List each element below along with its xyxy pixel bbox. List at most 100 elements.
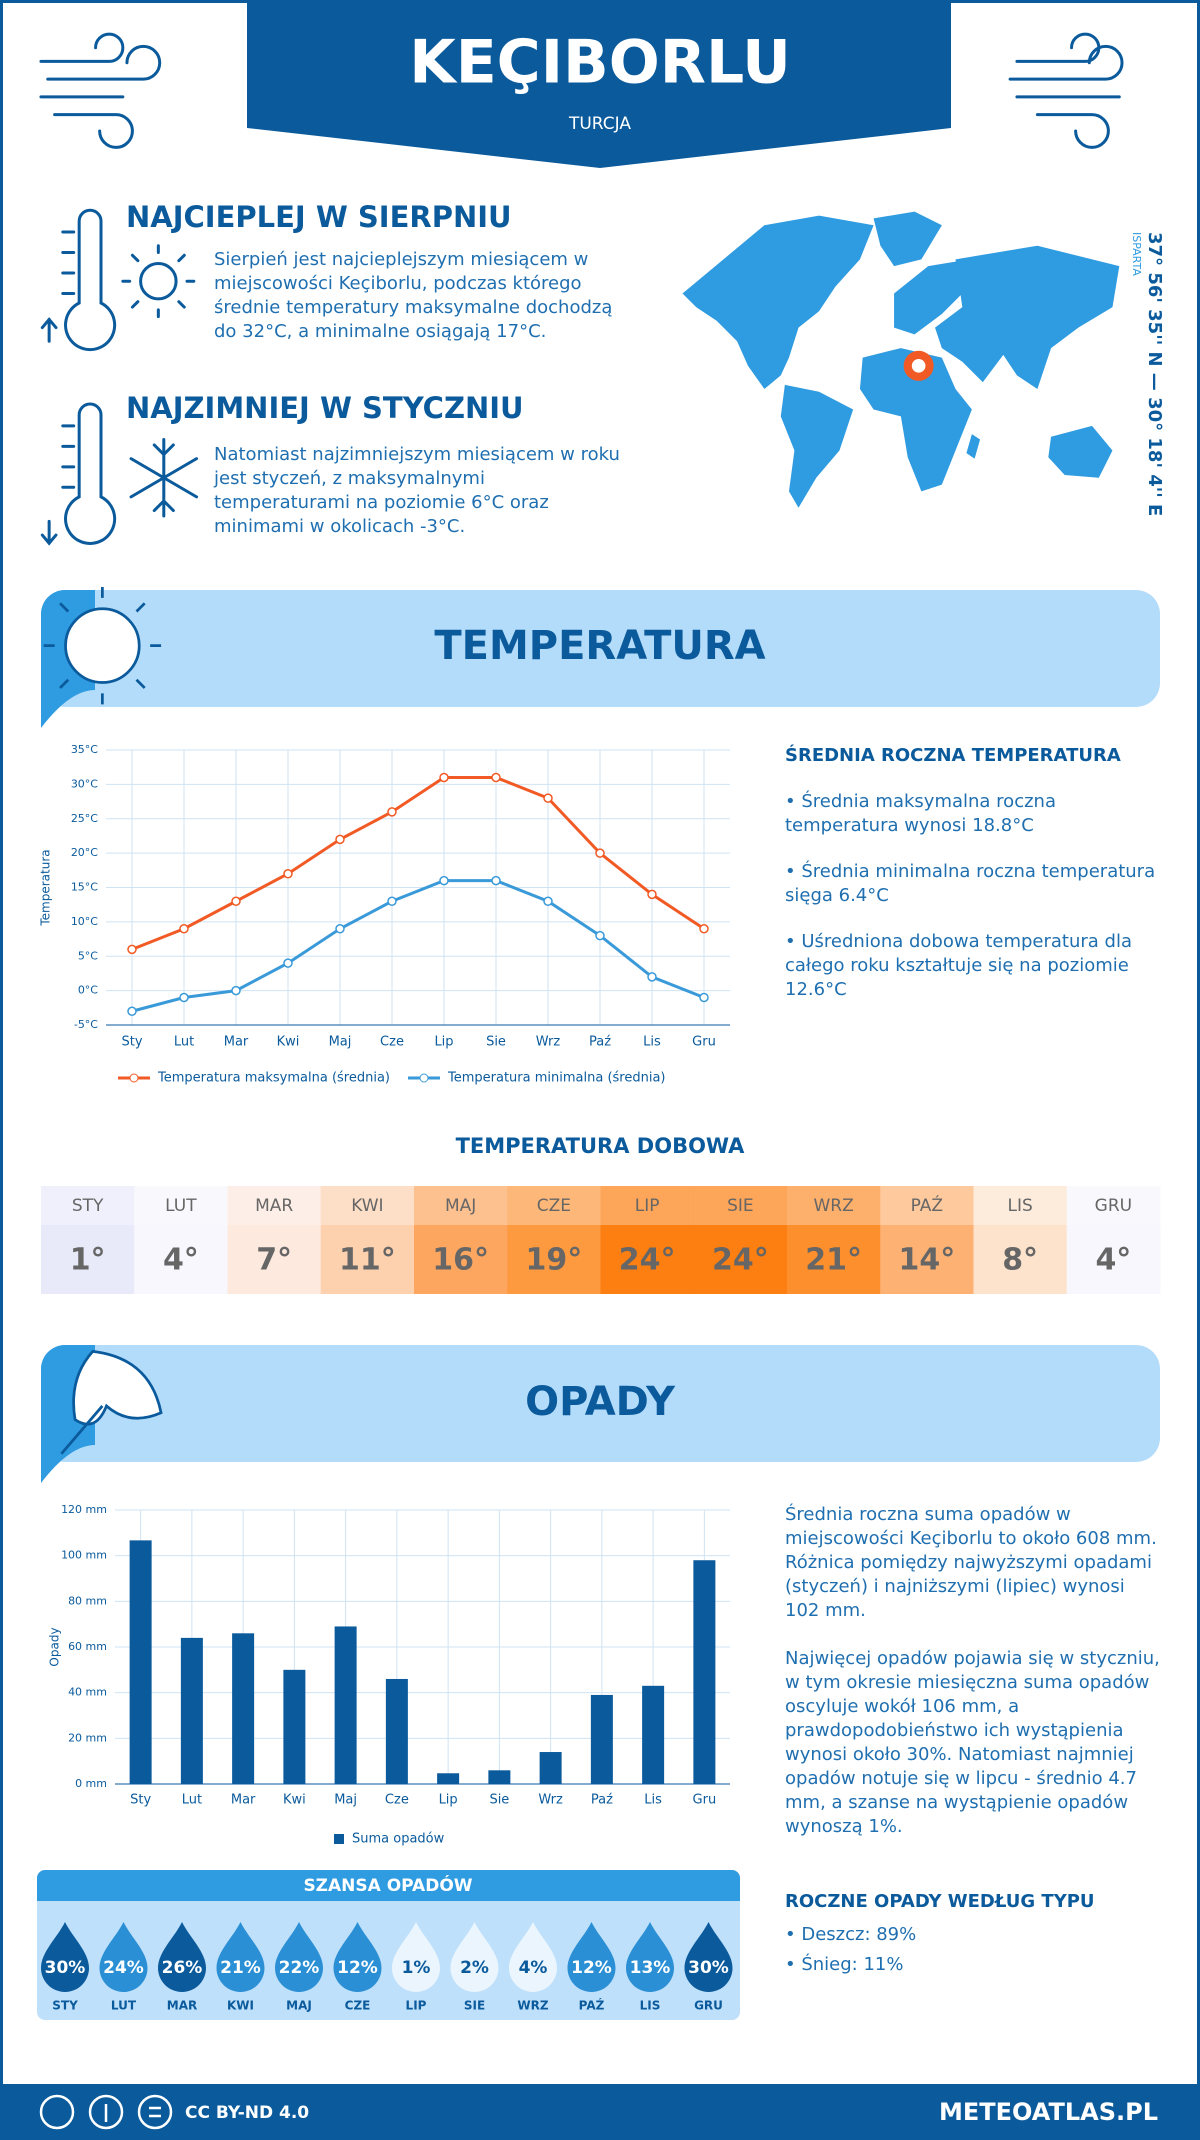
- legend-label: Temperatura maksymalna (średnia): [157, 1071, 390, 1086]
- x-tick-label: Mar: [231, 1793, 256, 1808]
- chance-drops: 30% STY 24% LUT 26% MAR 21% KWI 22% MAJ 12% CZE 1% LI…: [41, 1922, 733, 2013]
- line-point: [439, 772, 449, 783]
- coldest-text: Natomiast najzimniejszym miesiącem w rok…: [214, 444, 620, 537]
- x-tick-label: Mar: [224, 1035, 249, 1050]
- header-subtitle: TURCJA: [568, 114, 631, 134]
- x-tick-label: Lip: [439, 1793, 458, 1808]
- license-icons: [39, 2094, 173, 2130]
- drop-month: LIP: [406, 1999, 427, 2013]
- drop-label: 24%: [103, 1958, 144, 1978]
- bar: [334, 1626, 357, 1784]
- precip-paragraph: Średnia roczna suma opadów w miejscowośc…: [785, 1504, 1157, 1621]
- line-point: [231, 985, 241, 996]
- wind-icon: [1008, 32, 1124, 149]
- x-tick-label: Wrz: [538, 1793, 563, 1808]
- table-header-cell: [693, 1186, 788, 1225]
- table-month: LIS: [1007, 1196, 1032, 1216]
- x-tick-label: Gru: [692, 1035, 716, 1050]
- y-tick-label: 100 mm: [61, 1549, 107, 1562]
- chance-title: SZANSA OPADÓW: [303, 1874, 472, 1896]
- table-cell: [880, 1186, 974, 1294]
- table-month: STY: [72, 1196, 104, 1216]
- table-header-cell: [1066, 1186, 1161, 1225]
- section-title: OPADY: [525, 1379, 676, 1425]
- drop-label: 22%: [279, 1958, 320, 1978]
- line-point: [543, 896, 553, 906]
- x-tick-label: Sty: [130, 1793, 151, 1808]
- precip-paragraph: Najwięcej opadów pojawia się w styczniu,…: [785, 1648, 1160, 1837]
- line-point: [439, 875, 449, 886]
- drop-month: GRU: [694, 1999, 723, 2013]
- daily-title: TEMPERATURA DOBOWA: [456, 1134, 746, 1158]
- y-tick-label: 60 mm: [68, 1640, 107, 1653]
- region: ISPARTA: [1130, 232, 1143, 276]
- type-item: • Śnieg: 11%: [785, 1953, 903, 1975]
- drop: [450, 1922, 499, 1992]
- drop: [567, 1922, 616, 1992]
- legend-swatch: [419, 1073, 429, 1083]
- table-header-cell: [973, 1186, 1068, 1225]
- umbrella-icon: [60, 1349, 163, 1455]
- daily-table: STY 1° LUT 4° MAR 7° KWI 11° MAJ 16° CZE 19° LIP 24° S…: [41, 1186, 1161, 1294]
- site: METEOATLAS.PL: [939, 2098, 1158, 2126]
- x-tick-label: Wrz: [536, 1035, 561, 1050]
- line-point: [335, 924, 345, 934]
- table-cell: [787, 1186, 881, 1294]
- line-series: [131, 879, 705, 1013]
- x-tick-label: Cze: [380, 1035, 404, 1050]
- x-tick-label: Maj: [334, 1793, 357, 1808]
- table-cell: [600, 1186, 695, 1294]
- header-band: [247, 0, 951, 168]
- precip-summary: Średnia roczna suma opadów w miejscowośc…: [785, 1503, 1160, 1861]
- table-value: 24°: [619, 1243, 676, 1278]
- summary-bullet: • Uśredniona dobowa temperatura dla całe…: [785, 931, 1133, 1000]
- table-cell: [693, 1186, 788, 1294]
- bar: [693, 1560, 716, 1784]
- table-header-cell: [320, 1186, 415, 1225]
- table-header-cell: [880, 1186, 974, 1225]
- drop: [41, 1922, 89, 1992]
- x-tick-label: Gru: [693, 1793, 717, 1808]
- temperature-chart: -5°C 0°C 5°C 10°C 15°C 20°C 25°C 30°C 35°C Sty Lut…: [39, 743, 730, 1086]
- drop-month: KWI: [227, 1999, 254, 2013]
- section-title: TEMPERATURA: [434, 623, 765, 669]
- coordinates: 37° 56' 35'' N — 30° 18' 4'' E: [1144, 232, 1165, 516]
- table-cell: [973, 1186, 1068, 1294]
- banner-sun: [43, 586, 162, 705]
- x-tick-label: Lut: [182, 1793, 202, 1808]
- x-tick-label: Maj: [329, 1035, 352, 1050]
- drop-month: SIE: [464, 1999, 485, 2013]
- table-header-cell: [41, 1186, 135, 1225]
- line-point: [491, 772, 501, 783]
- table-month: CZE: [537, 1196, 571, 1216]
- bar: [129, 1540, 152, 1784]
- legend-label: Temperatura minimalna (średnia): [447, 1071, 665, 1086]
- table-month: GRU: [1095, 1196, 1132, 1216]
- drop: [333, 1922, 382, 1992]
- line-point: [127, 1006, 137, 1016]
- drop-label: 1%: [402, 1958, 431, 1978]
- section-banner: [41, 1345, 1160, 1462]
- x-tick-label: Sie: [486, 1035, 506, 1050]
- x-tick-label: Kwi: [277, 1035, 300, 1050]
- bar: [232, 1633, 255, 1784]
- table-value: 4°: [163, 1243, 199, 1278]
- table-header-cell: [600, 1186, 695, 1225]
- line-point: [387, 896, 397, 906]
- y-tick-label: 0°C: [78, 984, 98, 997]
- drop: [509, 1922, 557, 1992]
- drop: [392, 1922, 440, 1992]
- table-header-cell: [227, 1186, 322, 1225]
- table-value: 14°: [899, 1243, 956, 1278]
- y-tick-label: 40 mm: [68, 1686, 107, 1699]
- table-month: MAR: [255, 1196, 293, 1216]
- drop-month: WRZ: [517, 1999, 548, 2013]
- drop-label: 12%: [571, 1958, 612, 1978]
- bar: [642, 1685, 665, 1784]
- x-tick-label: Lut: [174, 1035, 194, 1050]
- table-header-cell: [787, 1186, 881, 1225]
- legend-swatch: [129, 1073, 139, 1083]
- line-point: [543, 793, 553, 803]
- line-point: [179, 924, 189, 934]
